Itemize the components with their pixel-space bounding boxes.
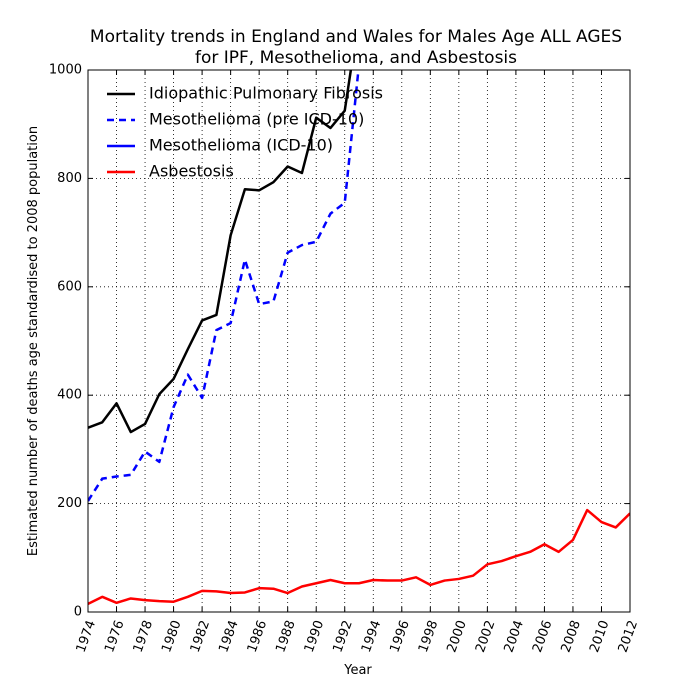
y-tick-label: 400: [57, 388, 82, 403]
x-axis-label: Year: [343, 663, 372, 678]
x-tick-label: 2010: [587, 618, 612, 654]
series-line-idiopathic-pulmonary-fibrosis: [88, 70, 353, 434]
x-tick-label: 1982: [188, 618, 213, 654]
x-tick-label: 1974: [74, 618, 99, 654]
x-tick-label: 1978: [131, 618, 156, 654]
y-tick-label: 800: [57, 171, 82, 186]
legend-label: Asbestosis: [149, 162, 234, 181]
legend-label: Mesothelioma (pre ICD-10): [149, 110, 364, 129]
x-tick-label: 1992: [330, 618, 355, 654]
series-line-asbestosis: [88, 508, 630, 605]
x-tick-label: 1980: [159, 618, 184, 654]
x-tick-label: 2002: [473, 618, 498, 654]
x-tick-label: 1998: [416, 618, 441, 654]
series-line-mesothelioma-pre-icd-10: [88, 70, 360, 502]
x-tick-label: 1986: [245, 618, 270, 654]
legend: Idiopathic Pulmonary Fibrosis Mesotheliom…: [107, 84, 383, 181]
x-tick-label: 1976: [102, 618, 127, 654]
x-tick-label: 1994: [359, 618, 384, 654]
x-tick-label: 1984: [216, 618, 241, 654]
y-tick-label: 200: [57, 496, 82, 511]
y-axis-label: Estimated number of deaths age standardi…: [26, 126, 41, 556]
legend-label: Idiopathic Pulmonary Fibrosis: [149, 84, 383, 103]
x-tick-label: 1988: [273, 618, 298, 654]
x-tick-label: 1990: [302, 618, 327, 654]
chart-title: Mortality trends in England and Wales fo…: [90, 27, 622, 47]
x-tick-label: 2008: [559, 618, 584, 654]
y-tick-label: 600: [57, 279, 82, 294]
x-tick-label: 1996: [387, 618, 412, 654]
y-tick-label: 1000: [49, 63, 82, 78]
x-tick-label: 2004: [502, 618, 527, 654]
x-tick-label: 2006: [530, 618, 555, 654]
x-tick-label: 2012: [616, 618, 641, 654]
chart-subtitle: for IPF, Mesothelioma, and Asbestosis: [195, 48, 517, 68]
plot-frame: [87, 69, 631, 613]
plot-area: [88, 70, 630, 605]
y-tick-label: 0: [74, 605, 82, 620]
x-tick-label: 2000: [444, 618, 469, 654]
legend-label: Mesothelioma (ICD-10): [149, 136, 333, 155]
